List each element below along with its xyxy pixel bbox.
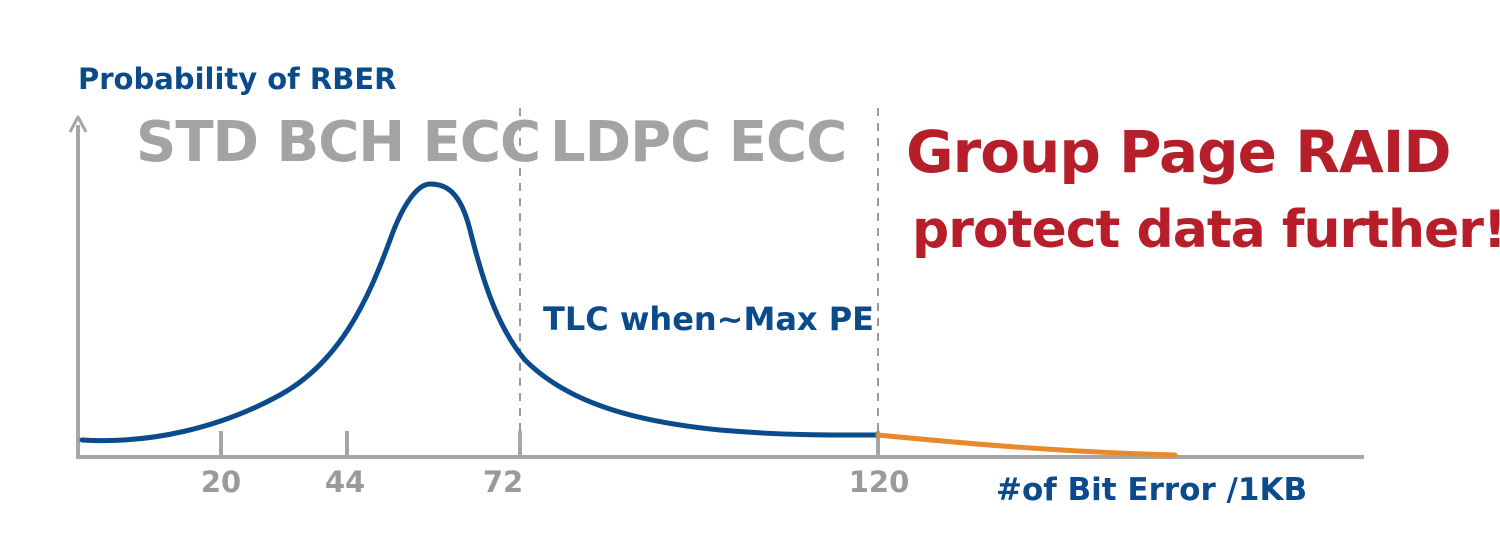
curve-note: TLC when~Max PE: [543, 300, 875, 338]
x-tick-label-72: 72: [483, 465, 523, 499]
region-label-ldpc-ecc: LDPC ECC: [550, 110, 847, 175]
rber-curve-tail: [875, 432, 1178, 458]
raid-subtitle: protect data further!: [912, 200, 1500, 260]
x-tick-label-120: 120: [849, 465, 910, 499]
region-label-std-bch-ecc: STD BCH ECC: [136, 110, 541, 175]
y-axis-arrow-icon: [68, 115, 88, 133]
raid-title: Group Page RAID: [906, 118, 1451, 186]
x-tick-label-44: 44: [325, 465, 365, 499]
x-tick-label-20: 20: [201, 465, 241, 499]
x-axis-label: #of Bit Error /1KB: [996, 472, 1308, 508]
rber-curve: [79, 181, 881, 444]
y-axis-label: Probability of RBER: [78, 62, 397, 96]
